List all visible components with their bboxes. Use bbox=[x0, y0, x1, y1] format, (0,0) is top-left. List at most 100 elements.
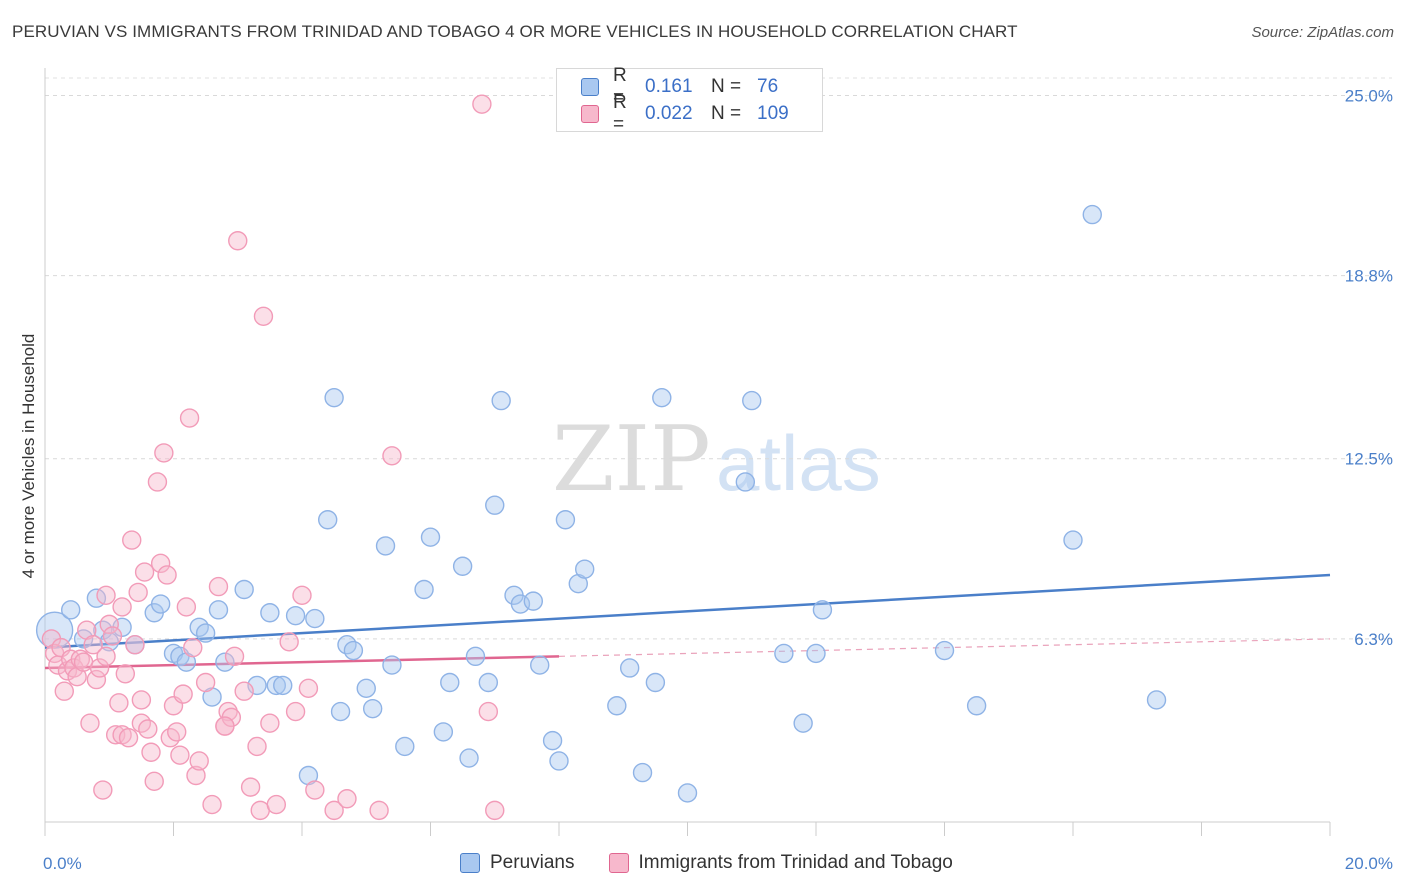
point-peruvians bbox=[1082, 204, 1102, 225]
point-trinidad bbox=[234, 681, 254, 701]
axes bbox=[44, 68, 1331, 836]
point-trinidad bbox=[285, 701, 306, 722]
point-peruvians bbox=[266, 675, 286, 696]
point-trinidad bbox=[122, 530, 142, 550]
point-peruvians bbox=[420, 527, 441, 547]
point-peruvians bbox=[330, 701, 351, 722]
point-trinidad bbox=[102, 626, 123, 646]
legend-row-peruvians: R = 0.161 N = 76 bbox=[581, 65, 778, 108]
point-peruvians bbox=[305, 608, 325, 629]
y-tick-label: 18.8% bbox=[1345, 267, 1393, 286]
point-trinidad bbox=[83, 635, 103, 655]
point-trinidad bbox=[186, 765, 206, 786]
legend-swatch-trinidad bbox=[581, 105, 599, 123]
point-trinidad bbox=[128, 582, 148, 603]
point-trinidad bbox=[382, 446, 402, 466]
point-peruvians bbox=[485, 495, 505, 515]
point-peruvians bbox=[793, 713, 813, 733]
point-peruvians bbox=[60, 600, 81, 620]
point-trinidad bbox=[247, 736, 267, 757]
point-peruvians bbox=[934, 640, 955, 661]
legend-r-label: R = bbox=[613, 65, 627, 108]
trend-line-peruvians bbox=[44, 573, 1331, 649]
point-peruvians bbox=[812, 600, 833, 620]
point-trinidad bbox=[170, 745, 190, 765]
point-peruvians bbox=[285, 605, 306, 626]
point-trinidad bbox=[485, 800, 505, 821]
point-trinidad bbox=[240, 777, 261, 797]
y-tick-label: 6.3% bbox=[1354, 630, 1393, 649]
point-peruvians bbox=[208, 600, 229, 620]
point-peruvians bbox=[414, 579, 434, 600]
point-trinidad bbox=[369, 800, 389, 821]
data-points bbox=[35, 94, 1167, 821]
point-peruvians bbox=[735, 472, 756, 492]
point-trinidad bbox=[138, 719, 158, 739]
point-trinidad bbox=[218, 701, 238, 722]
point-peruvians bbox=[362, 698, 383, 719]
point-trinidad bbox=[215, 716, 235, 736]
point-peruvians bbox=[273, 675, 293, 696]
watermark-zip: ZIP bbox=[552, 407, 711, 512]
point-trinidad bbox=[253, 306, 274, 327]
point-trinidad bbox=[157, 565, 177, 585]
point-trinidad bbox=[298, 678, 319, 699]
point-trinidad bbox=[224, 646, 245, 667]
point-trinidad bbox=[150, 553, 171, 574]
point-peruvians bbox=[632, 762, 653, 783]
legend-n-value: 109 bbox=[757, 103, 789, 124]
y-tick-label: 12.5% bbox=[1345, 450, 1393, 469]
legend-item-peruvians: Peruvians bbox=[460, 852, 575, 874]
point-peruvians bbox=[549, 751, 569, 771]
point-trinidad bbox=[73, 652, 94, 672]
point-trinidad bbox=[228, 231, 248, 251]
point-peruvians bbox=[774, 643, 794, 664]
point-peruvians bbox=[677, 783, 698, 803]
point-trinidad bbox=[202, 794, 222, 815]
series-legend: Peruvians Immigrants from Trinidad and T… bbox=[460, 852, 987, 874]
point-peruvians bbox=[382, 655, 402, 675]
point-trinidad bbox=[154, 443, 174, 463]
y-axis-label: 4 or more Vehicles in Household bbox=[19, 334, 38, 579]
legend-r-value: 0.161 bbox=[645, 76, 693, 97]
point-trinidad bbox=[189, 751, 209, 771]
point-trinidad bbox=[125, 635, 145, 655]
point-peruvians bbox=[356, 678, 376, 699]
point-trinidad bbox=[89, 658, 110, 678]
point-peruvians bbox=[215, 652, 235, 672]
point-peruvians bbox=[523, 591, 543, 611]
point-trinidad bbox=[144, 771, 164, 792]
legend-swatch-peruvians bbox=[581, 78, 599, 96]
source-label: Source: ZipAtlas.com bbox=[1251, 24, 1394, 41]
point-peruvians bbox=[195, 623, 216, 643]
point-trinidad bbox=[176, 597, 197, 617]
watermark: ZIP atlas bbox=[552, 407, 881, 512]
point-peruvians bbox=[1146, 690, 1167, 710]
point-peruvians bbox=[234, 579, 254, 600]
legend-item-trinidad: Immigrants from Trinidad and Tobago bbox=[608, 852, 953, 874]
point-trinidad bbox=[179, 408, 200, 428]
point-trinidad bbox=[80, 713, 100, 733]
point-trinidad bbox=[134, 562, 155, 582]
legend-swatch-peruvians bbox=[460, 853, 480, 873]
point-trinidad bbox=[96, 646, 116, 667]
point-peruvians bbox=[555, 510, 576, 530]
point-trinidad bbox=[478, 701, 499, 722]
legend-swatch-trinidad bbox=[608, 853, 629, 873]
point-trinidad bbox=[70, 649, 91, 669]
legend-r-label: R = bbox=[613, 92, 627, 135]
point-peruvians bbox=[575, 559, 595, 579]
point-peruvians bbox=[607, 696, 627, 716]
point-peruvians bbox=[375, 536, 396, 556]
point-trinidad bbox=[266, 794, 286, 815]
point-trinidad bbox=[292, 585, 312, 606]
point-peruvians bbox=[806, 643, 826, 664]
point-peruvians bbox=[465, 646, 486, 667]
point-peruvians bbox=[452, 556, 473, 576]
x-tick-label: 20.0% bbox=[1345, 854, 1393, 873]
point-trinidad bbox=[54, 681, 74, 701]
point-trinidad bbox=[141, 742, 161, 762]
point-peruvians bbox=[324, 387, 344, 408]
point-trinidad bbox=[147, 472, 168, 492]
point-trinidad bbox=[208, 576, 229, 597]
